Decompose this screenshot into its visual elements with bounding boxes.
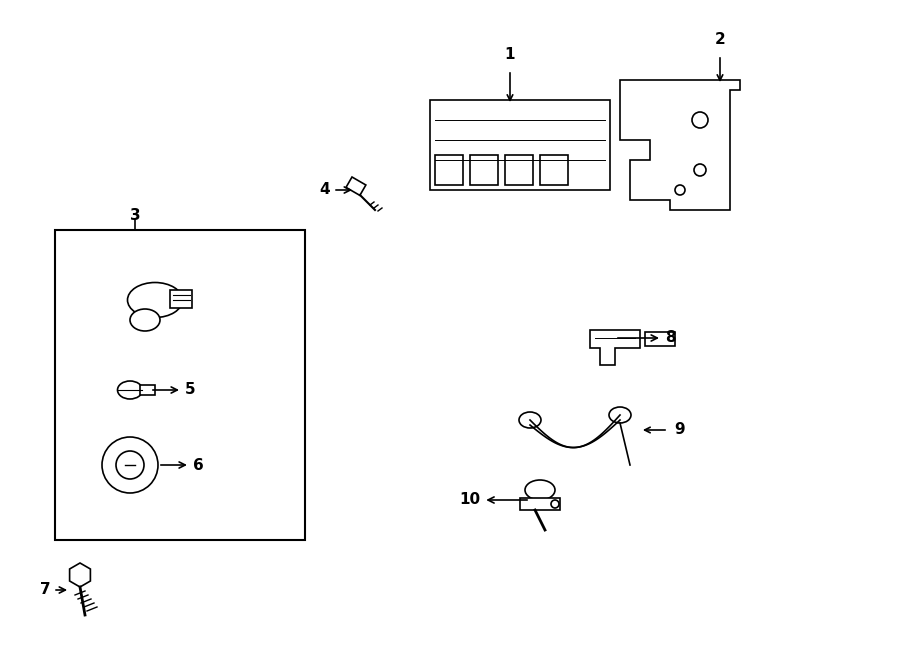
Ellipse shape [118,381,142,399]
Bar [170,290,192,308]
Bar [435,155,463,185]
Bar [540,155,568,185]
Polygon shape [69,563,90,587]
Ellipse shape [519,412,541,428]
Circle shape [102,437,158,493]
Ellipse shape [525,480,555,500]
Text: 4: 4 [320,182,350,198]
Circle shape [692,112,708,128]
Ellipse shape [128,282,183,317]
Text: 6: 6 [161,457,203,473]
Ellipse shape [130,309,160,331]
Text: 2: 2 [715,32,725,47]
Text: 1: 1 [505,47,515,62]
Circle shape [551,500,559,508]
Text: 9: 9 [675,422,685,438]
Ellipse shape [609,407,631,423]
Bar [505,155,533,185]
Text: 8: 8 [617,330,675,346]
Bar [55,230,305,540]
Bar [645,332,675,346]
Bar [140,385,155,395]
Bar [346,177,366,196]
Bar [470,155,498,185]
Bar [520,498,560,510]
Circle shape [116,451,144,479]
Circle shape [694,164,706,176]
Polygon shape [590,330,640,365]
Text: 3: 3 [130,208,140,223]
Text: 5: 5 [153,383,195,397]
Polygon shape [620,80,740,210]
Circle shape [675,185,685,195]
Bar [430,100,610,190]
Text: 10: 10 [459,492,527,508]
Text: 7: 7 [40,582,66,598]
